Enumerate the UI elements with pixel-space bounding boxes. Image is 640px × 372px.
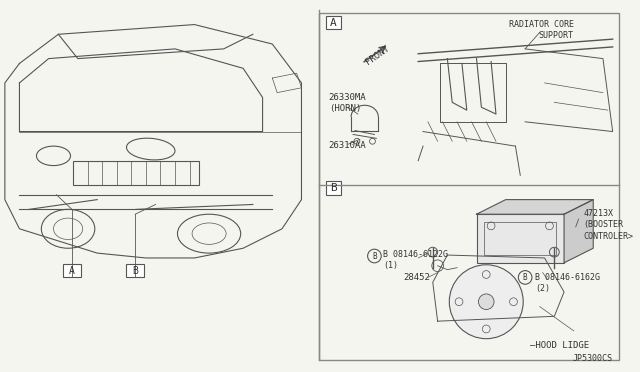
Bar [127, 264, 144, 278]
Bar [477, 214, 564, 263]
Text: 28452: 28452 [404, 273, 431, 282]
Text: B: B [372, 251, 377, 260]
Bar [484, 222, 556, 255]
Text: FRONT: FRONT [364, 44, 391, 67]
Text: B: B [523, 273, 527, 282]
Text: —HOOD LIDGE: —HOOD LIDGE [530, 341, 589, 350]
Polygon shape [477, 200, 593, 214]
Text: B: B [330, 183, 337, 193]
Text: JP5300CS: JP5300CS [573, 354, 612, 363]
Text: 26310AA: 26310AA [329, 141, 366, 150]
Text: 47213X
(BOOSTER
CONTROLER>: 47213X (BOOSTER CONTROLER> [584, 209, 634, 241]
Polygon shape [564, 200, 593, 263]
Bar [63, 264, 81, 278]
Text: RADIATOR CORE
SUPPORT: RADIATOR CORE SUPPORT [509, 20, 574, 40]
Text: B 08146-6122G
(1): B 08146-6122G (1) [383, 250, 448, 270]
Bar [326, 181, 341, 195]
Bar [319, 13, 618, 360]
Bar [73, 161, 200, 185]
Text: B: B [132, 266, 138, 276]
Bar [326, 16, 341, 29]
Text: A: A [69, 266, 75, 276]
Text: B 08146-6162G
(2): B 08146-6162G (2) [535, 273, 600, 293]
Text: 26330MA
(HORN): 26330MA (HORN) [329, 93, 366, 113]
Circle shape [479, 294, 494, 310]
Text: A: A [330, 17, 337, 28]
Circle shape [449, 265, 524, 339]
